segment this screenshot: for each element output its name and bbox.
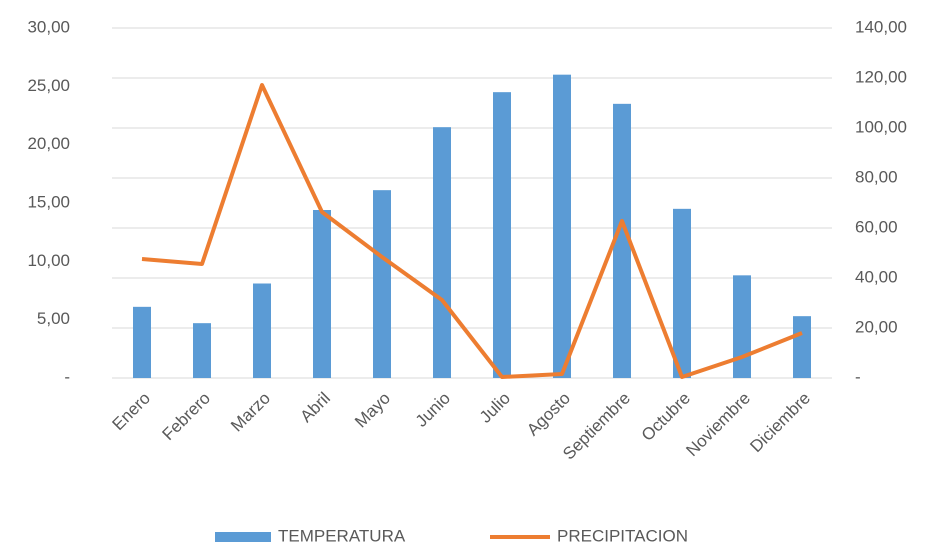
y-tick-label: 10,00 bbox=[27, 251, 70, 270]
y2-tick-label: 20,00 bbox=[855, 317, 898, 336]
y2-tick-label: 80,00 bbox=[855, 167, 898, 186]
legend-label: PRECIPITACION bbox=[557, 526, 688, 545]
y2-tick-label: 60,00 bbox=[855, 217, 898, 236]
line bbox=[141, 83, 803, 379]
y-tick-label: 15,00 bbox=[27, 192, 70, 211]
bar bbox=[313, 210, 331, 378]
x-tick-label: Marzo bbox=[227, 389, 274, 436]
x-tick-label: Noviembre bbox=[682, 389, 754, 461]
x-tick-label: Mayo bbox=[351, 389, 394, 432]
bar bbox=[793, 316, 811, 378]
x-tick-label: Junio bbox=[412, 389, 454, 431]
y-tick-label: 25,00 bbox=[27, 76, 70, 95]
x-tick-label: Julio bbox=[476, 389, 514, 427]
y2-tick-label: 120,00 bbox=[855, 67, 907, 86]
x-tick-label: Febrero bbox=[158, 389, 214, 445]
bar bbox=[673, 208, 691, 378]
x-tick-label: Octubre bbox=[638, 389, 694, 445]
x-tick-label: Abril bbox=[297, 389, 334, 426]
x-tick-label: Diciembre bbox=[746, 389, 814, 457]
legend-label: TEMPERATURA bbox=[278, 526, 406, 545]
y-tick-label: - bbox=[64, 367, 70, 386]
bar bbox=[253, 283, 271, 378]
bar bbox=[613, 103, 631, 378]
bar bbox=[553, 74, 571, 379]
y2-tick-label: 100,00 bbox=[855, 117, 907, 136]
bar bbox=[433, 127, 451, 379]
y2-tick-label: 140,00 bbox=[855, 17, 907, 36]
y2-tick-label: 40,00 bbox=[855, 267, 898, 286]
x-tick-label: Enero bbox=[108, 389, 154, 435]
bar bbox=[373, 190, 391, 378]
bar bbox=[193, 323, 211, 378]
bar bbox=[493, 92, 511, 379]
x-tick-label: Agosto bbox=[523, 389, 574, 440]
y-tick-label: 20,00 bbox=[27, 134, 70, 153]
y2-tick-label: - bbox=[855, 367, 861, 386]
y-tick-label: 5,00 bbox=[37, 309, 70, 328]
bar bbox=[733, 275, 751, 378]
bar bbox=[133, 306, 151, 378]
legend-swatch bbox=[215, 532, 271, 542]
y-tick-label: 30,00 bbox=[27, 17, 70, 36]
